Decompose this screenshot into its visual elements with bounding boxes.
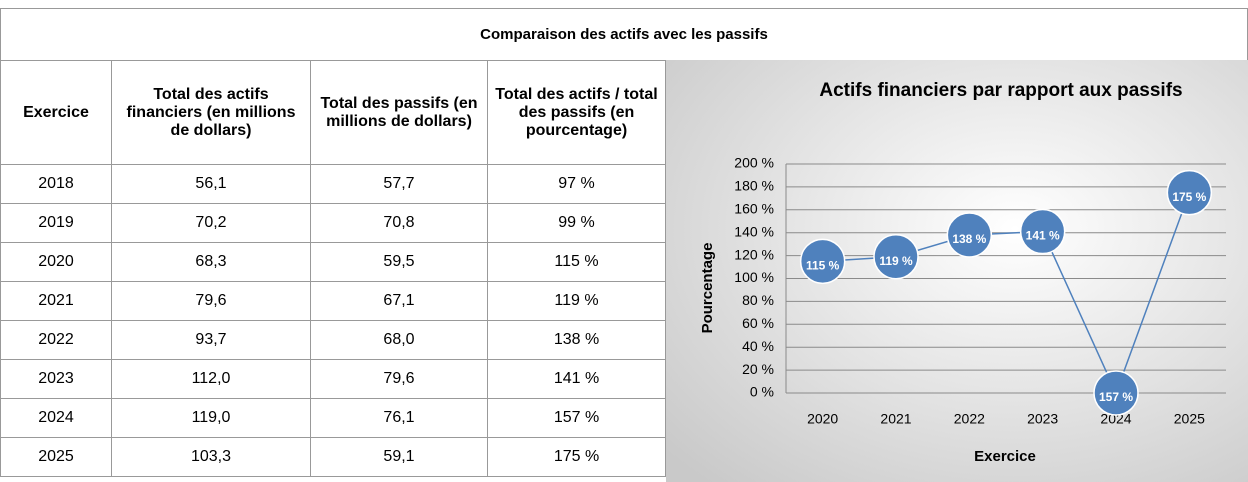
chart-background	[666, 60, 1248, 482]
header-cell: Total des actifs financiers (en millions…	[111, 60, 311, 165]
table-cell: 2025	[0, 437, 112, 477]
table-cell: 119 %	[487, 281, 666, 321]
table-cell: 59,5	[310, 242, 488, 282]
y-tick-label: 180 %	[734, 178, 774, 194]
table-row: 2024 119,0 76,1 157 %	[0, 398, 666, 438]
data-label: 115 %	[806, 258, 840, 272]
table-cell: 2024	[0, 398, 112, 438]
x-tick-label: 2020	[807, 411, 838, 427]
data-label: 138 %	[952, 232, 986, 246]
data-point	[873, 233, 919, 280]
table-cell: 2023	[0, 359, 112, 399]
table-cell: 93,7	[111, 320, 311, 360]
table-cell: 56,1	[111, 164, 311, 204]
table-cell: 76,1	[310, 398, 488, 438]
y-tick-label: 40 %	[742, 338, 774, 354]
y-tick-label: 100 %	[734, 269, 774, 285]
data-label: 157 %	[1099, 390, 1133, 404]
y-tick-label: 200 %	[734, 155, 774, 171]
data-table: Exercice Total des actifs financiers (en…	[0, 60, 666, 477]
chart: Actifs financiers par rapport aux passif…	[666, 60, 1248, 482]
header-cell: Total des passifs (en millions de dollar…	[310, 60, 488, 165]
table-cell: 175 %	[487, 437, 666, 477]
x-tick-label: 2023	[1027, 411, 1058, 427]
table-cell: 70,2	[111, 203, 311, 243]
table-row: 2020 68,3 59,5 115 %	[0, 242, 666, 282]
y-tick-label: 160 %	[734, 201, 774, 217]
table-cell: 97 %	[487, 164, 666, 204]
table-cell: 68,3	[111, 242, 311, 282]
table-cell: 141 %	[487, 359, 666, 399]
table-cell: 70,8	[310, 203, 488, 243]
data-label: 119 %	[879, 254, 913, 268]
y-tick-label: 60 %	[742, 315, 774, 331]
table-cell: 119,0	[111, 398, 311, 438]
header-cell: Total des actifs / total des passifs (en…	[487, 60, 666, 165]
y-tick-label: 0 %	[750, 384, 774, 400]
table-cell: 57,7	[310, 164, 488, 204]
table-row: 2023 112,0 79,6 141 %	[0, 359, 666, 399]
table-cell: 68,0	[310, 320, 488, 360]
table-cell: 157 %	[487, 398, 666, 438]
table-cell: 2019	[0, 203, 112, 243]
data-point	[946, 212, 993, 258]
table-title: Comparaison des actifs avec les passifs	[0, 8, 1248, 61]
table-cell: 138 %	[487, 320, 666, 360]
y-tick-label: 20 %	[742, 361, 774, 377]
table-cell: 2020	[0, 242, 112, 282]
table-cell: 99 %	[487, 203, 666, 243]
table-row: 2018 56,1 57,7 97 %	[0, 164, 666, 204]
table-cell: 59,1	[310, 437, 488, 477]
data-label: 175 %	[1172, 190, 1206, 204]
x-tick-label: 2024	[1100, 411, 1131, 427]
table-row: 2019 70,2 70,8 99 %	[0, 203, 666, 243]
data-point	[1019, 208, 1066, 255]
table-row: 2025 103,3 59,1 175 %	[0, 437, 666, 477]
table-row: 2021 79,6 67,1 119 %	[0, 281, 666, 321]
y-tick-label: 120 %	[734, 246, 774, 262]
table-cell: 103,3	[111, 437, 311, 477]
x-tick-label: 2025	[1174, 411, 1205, 427]
table-cell: 67,1	[310, 281, 488, 321]
table-cell: 2018	[0, 164, 112, 204]
table-cell: 79,6	[111, 281, 311, 321]
table-cell: 2022	[0, 320, 112, 360]
y-tick-label: 80 %	[742, 292, 774, 308]
data-point	[1166, 169, 1213, 216]
table-row: 2022 93,7 68,0 138 %	[0, 320, 666, 360]
y-tick-label: 140 %	[734, 223, 774, 239]
chart-title: Actifs financiers par rapport aux passif…	[819, 80, 1182, 101]
x-tick-label: 2022	[954, 411, 985, 427]
table-cell: 112,0	[111, 359, 311, 399]
data-point	[1093, 370, 1139, 416]
table-cell: 115 %	[487, 242, 666, 282]
y-axis-title: Pourcentage	[699, 243, 716, 334]
table-cell: 79,6	[310, 359, 488, 399]
data-point	[799, 238, 846, 285]
x-axis-title: Exercice	[974, 448, 1036, 465]
data-label: 141 %	[1026, 229, 1060, 243]
table-cell: 2021	[0, 281, 112, 321]
x-tick-label: 2021	[880, 411, 911, 427]
header-row: Exercice Total des actifs financiers (en…	[0, 60, 666, 165]
header-cell: Exercice	[0, 60, 112, 165]
